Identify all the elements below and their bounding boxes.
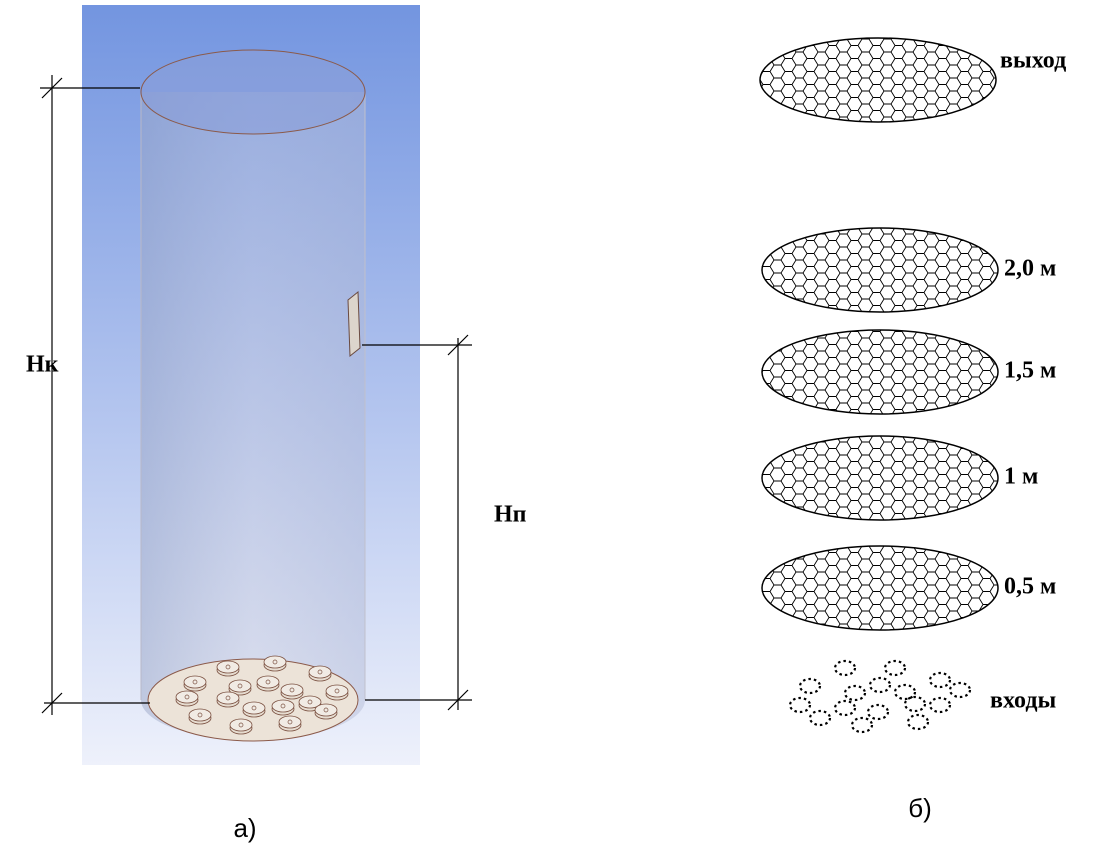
inlet-ring-top xyxy=(272,700,294,712)
outlet-mesh xyxy=(760,38,996,122)
inlet-dotted xyxy=(800,679,820,693)
inlet-ring-top xyxy=(279,716,301,728)
height-sensor-label: Нп xyxy=(494,502,527,528)
caption-b: б) xyxy=(908,793,932,823)
inlet-dotted xyxy=(885,661,905,675)
inlet-dotted xyxy=(930,698,950,712)
inlet-ring-top xyxy=(184,676,206,688)
inlet-meshes xyxy=(790,661,970,732)
inlet-dotted xyxy=(930,673,950,687)
inlet-ring-top xyxy=(243,702,265,714)
cylinder-body xyxy=(141,92,365,740)
inlet-ring-top xyxy=(230,719,252,731)
inlet-ring-top xyxy=(309,666,331,678)
section-label: 2,0 м xyxy=(1004,256,1056,282)
inlet-dotted xyxy=(905,697,925,711)
outlet-ellipse xyxy=(141,50,365,134)
inlet-ring-top xyxy=(217,692,239,704)
inlet-dotted xyxy=(868,705,888,719)
inlet-dotted xyxy=(845,686,865,700)
inlet-dotted xyxy=(895,685,915,699)
inlet-dotted xyxy=(810,711,830,725)
section-label: 0,5 м xyxy=(1004,574,1056,600)
inlet-ring-top xyxy=(281,684,303,696)
inlet-ring-top xyxy=(257,676,279,688)
section-meshes: 2,0 м 1,5 м 1 м 0,5 м xyxy=(762,228,1056,630)
section-label: 1 м xyxy=(1004,464,1038,490)
section-mesh xyxy=(762,546,998,630)
inlet-ring-top xyxy=(229,680,251,692)
inlet-dotted xyxy=(835,701,855,715)
sensor-plane xyxy=(348,292,360,356)
section-mesh xyxy=(762,436,998,520)
inlet-dotted xyxy=(852,718,872,732)
inlet-dotted xyxy=(870,678,890,692)
outlet-label: выход xyxy=(1000,48,1066,74)
inlet-dotted xyxy=(950,683,970,697)
section-mesh xyxy=(762,330,998,414)
inlet-ring-top xyxy=(176,691,198,703)
height-total-label: Нк xyxy=(26,352,59,378)
inlet-dotted xyxy=(908,715,928,729)
inlets-label: входы xyxy=(990,688,1056,714)
inlet-dotted xyxy=(835,661,855,675)
caption-a: а) xyxy=(233,813,256,843)
inlet-dotted xyxy=(790,698,810,712)
section-label: 1,5 м xyxy=(1004,358,1056,384)
figure: Нк Нп а) выход 2,0 м1,5 м1 м0,5 м входы … xyxy=(0,0,1116,845)
inlet-ring-top xyxy=(326,685,348,697)
inlet-ring-top xyxy=(315,704,337,716)
inlet-ring-top xyxy=(264,656,286,668)
inlet-ring-top xyxy=(189,709,211,721)
section-mesh xyxy=(762,228,998,312)
inlet-ring-top xyxy=(217,661,239,673)
